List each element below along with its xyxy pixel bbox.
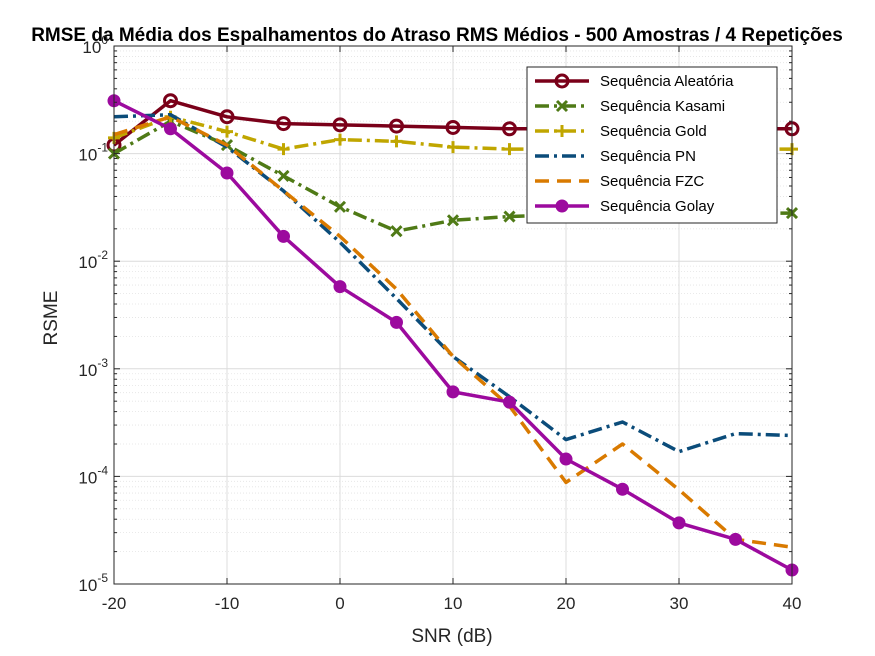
x-tick-label: 20 [557, 594, 576, 613]
data-point [446, 214, 460, 227]
x-tick-label: -10 [215, 594, 240, 613]
legend-label: Sequência Gold [600, 123, 707, 140]
data-point [390, 315, 403, 329]
legend-item: Sequência Aleatória [535, 73, 734, 90]
data-point [333, 200, 347, 213]
x-axis-label: SNR (dB) [411, 626, 492, 647]
data-point [163, 93, 178, 109]
data-point [556, 125, 568, 137]
data-point [503, 210, 516, 223]
chart-title: RMSE da Média dos Espalhamentos do Atras… [31, 25, 843, 46]
data-point [221, 125, 233, 138]
data-point [672, 516, 686, 530]
y-tick-label: 10-1 [78, 141, 108, 165]
x-tick-label: 10 [444, 594, 463, 613]
x-tick-label: -20 [102, 594, 127, 613]
x-tick-label: 40 [783, 594, 802, 613]
data-point [446, 385, 460, 399]
data-point [277, 143, 290, 156]
legend-label: Sequência Aleatória [600, 73, 734, 90]
legend-item: Sequência FZC [535, 173, 704, 190]
legend-label: Sequência FZC [600, 173, 704, 190]
data-point [554, 73, 570, 89]
data-point [219, 109, 235, 125]
data-point [390, 135, 403, 148]
legend-item: Sequência Kasami [535, 98, 725, 115]
data-point [276, 116, 291, 132]
y-tick-label: 10-5 [78, 571, 108, 595]
data-point [559, 452, 573, 466]
legend: Sequência Aleatória Sequência Kasami Sequê… [526, 66, 778, 224]
y-tick-label: 10-3 [78, 356, 108, 380]
data-point [332, 117, 348, 133]
data-point [220, 166, 234, 180]
legend-item: Sequência Golay [535, 198, 715, 215]
data-point [390, 225, 403, 238]
legend-box [526, 66, 778, 224]
data-point [502, 121, 517, 137]
y-tick-label: 100 [82, 33, 108, 57]
data-point [334, 133, 346, 146]
data-point [447, 141, 459, 154]
series-sequ-ncia-golay [107, 94, 799, 577]
legend-label: Sequência PN [600, 148, 696, 165]
data-point [555, 199, 569, 213]
data-point [445, 119, 461, 135]
y-tick-label: 10-2 [78, 248, 108, 272]
data-point [616, 482, 629, 496]
legend-item: Sequência PN [535, 148, 696, 165]
series-sequ-ncia-fzc [113, 115, 793, 549]
series-line [113, 115, 793, 549]
x-tick-label: 30 [670, 594, 689, 613]
data-point [333, 280, 347, 294]
legend-item: Sequência Gold [535, 123, 707, 140]
y-axis-label: RSME [41, 291, 62, 346]
data-point [277, 229, 290, 243]
x-tick-label: 0 [335, 594, 344, 613]
data-point [503, 395, 516, 409]
axes: -20 -10 0 10 20 30 40 100 10-1 10-2 10-3 10-4 10-5 [78, 33, 801, 613]
y-tick-label: 10-4 [78, 463, 108, 487]
legend-label: Sequência Golay [600, 198, 715, 215]
legend-label: Sequência Kasami [600, 98, 725, 115]
data-point [277, 169, 290, 182]
data-point [555, 99, 569, 113]
data-point [164, 122, 177, 136]
data-point [729, 532, 742, 546]
data-point [503, 143, 516, 156]
data-point [389, 118, 404, 134]
